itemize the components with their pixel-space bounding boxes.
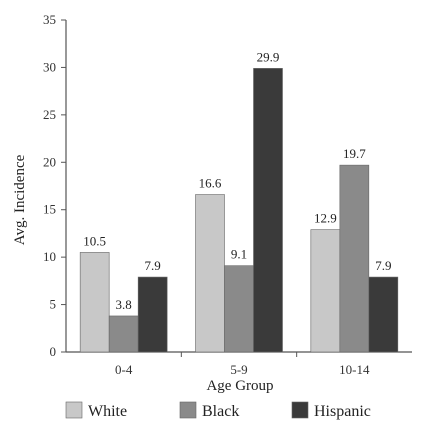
data-label: 12.9 bbox=[314, 211, 337, 226]
data-label: 3.8 bbox=[116, 297, 132, 312]
bar-white bbox=[80, 252, 109, 352]
bar-black bbox=[340, 165, 369, 352]
y-tick-label: 0 bbox=[50, 344, 57, 359]
bar-hispanic bbox=[369, 277, 398, 352]
data-label: 29.9 bbox=[257, 49, 280, 64]
legend: White Black Hispanic bbox=[66, 402, 371, 420]
y-tick-label: 30 bbox=[43, 59, 56, 74]
data-label: 16.6 bbox=[199, 176, 222, 191]
legend-swatch-hispanic bbox=[292, 402, 308, 418]
x-axis-title: Age Group bbox=[206, 378, 273, 394]
y-tick-label: 20 bbox=[43, 154, 56, 169]
legend-label: Hispanic bbox=[314, 403, 371, 420]
bar-black bbox=[225, 266, 254, 352]
bar-white bbox=[196, 195, 225, 352]
bar-black bbox=[109, 316, 138, 352]
data-label: 10.5 bbox=[83, 233, 106, 248]
y-tick-label: 5 bbox=[50, 297, 57, 312]
x-tick-label: 10-14 bbox=[339, 362, 370, 377]
y-tick-label: 35 bbox=[43, 12, 56, 27]
legend-swatch-white bbox=[66, 402, 82, 418]
legend-swatch-black bbox=[180, 402, 196, 418]
bar-hispanic bbox=[138, 277, 167, 352]
x-tick-label: 0-4 bbox=[115, 362, 133, 377]
data-label: 19.7 bbox=[343, 146, 366, 161]
y-tick-label: 10 bbox=[43, 249, 56, 264]
y-tick-label: 25 bbox=[43, 107, 56, 122]
legend-label: Black bbox=[202, 403, 239, 420]
x-tick-label: 5-9 bbox=[230, 362, 247, 377]
bar-hispanic bbox=[254, 68, 283, 352]
y-axis-title: Avg. Incidence bbox=[12, 154, 28, 245]
data-label: 7.9 bbox=[145, 258, 161, 273]
bar-white bbox=[311, 230, 340, 352]
legend-label: White bbox=[88, 403, 127, 420]
data-label: 9.1 bbox=[231, 247, 247, 262]
data-label: 7.9 bbox=[375, 258, 391, 273]
plot-area: 0 5 10 15 20 25 30 35 10.5 3.8 7.9 0-4 16.6 9.1 29.9 5-… bbox=[43, 12, 412, 377]
y-tick-label: 15 bbox=[43, 202, 56, 217]
